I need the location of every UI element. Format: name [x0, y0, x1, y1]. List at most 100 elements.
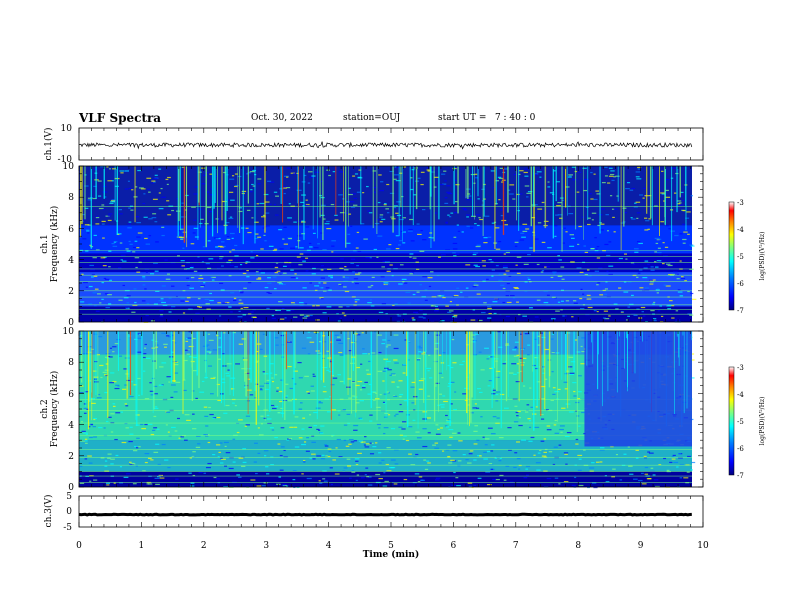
spectrum-speckle	[126, 250, 131, 252]
spectrum-speckle	[213, 237, 219, 239]
spectrum-speckle	[143, 216, 148, 218]
spectrum-speckle	[224, 301, 230, 304]
spectrum-speckle	[210, 276, 213, 278]
spectrum-speckle	[576, 191, 580, 193]
spectrum-speckle	[365, 467, 369, 469]
spectrum-speckle	[282, 238, 285, 240]
spectrum-speckle	[482, 265, 486, 267]
spectrum-speckle	[215, 246, 219, 248]
spectrum-speckle	[173, 391, 178, 393]
spectrum-speckle	[683, 477, 689, 479]
spectrum-speckle	[295, 277, 299, 279]
spectrum-speckle	[92, 426, 96, 428]
spectrum-speckle	[547, 186, 551, 188]
spectrum-speckle	[264, 388, 269, 391]
spectrum-speckle	[277, 281, 282, 284]
spectrum-speckle	[678, 453, 681, 455]
spectrum-speckle	[554, 419, 557, 422]
spectrum-speckle	[279, 248, 284, 250]
spectrum-speckle	[197, 298, 201, 300]
spectrum-speckle	[221, 458, 226, 460]
spectrum-speckle	[373, 191, 376, 193]
spectrum-speckle	[456, 224, 459, 226]
ch1-colorbar-tick-m3: -3	[737, 199, 744, 207]
spectrum-speckle	[307, 392, 311, 394]
spectrum-speckle	[438, 372, 443, 374]
spectrum-speckle	[403, 435, 407, 437]
spectrum-speckle	[434, 310, 439, 312]
spectrum-speckle	[384, 480, 389, 483]
spectrum-speckle	[118, 299, 123, 301]
spectrum-speckle	[563, 315, 568, 317]
spectrum-speckle	[615, 175, 620, 177]
spectrum-speckle	[112, 405, 116, 408]
spectrum-speckle	[299, 253, 304, 255]
spectrum-speckle	[339, 380, 344, 383]
spectrum-speckle	[564, 435, 570, 438]
spectrum-speckle	[418, 309, 423, 311]
spectrum-speckle	[125, 473, 131, 475]
spectrum-speckle	[599, 461, 603, 463]
spectrum-speckle	[513, 421, 519, 423]
spectrum-speckle	[110, 413, 115, 415]
spectrum-speckle	[133, 450, 138, 452]
spectrum-speckle	[153, 451, 159, 453]
spectrum-speckle	[514, 341, 519, 343]
time-tick-label: 6	[451, 541, 457, 551]
spectrum-speckle	[551, 351, 555, 354]
spectrum-speckle	[648, 452, 654, 454]
spectrum-speckle	[612, 468, 616, 470]
spectrum-speckle	[603, 293, 608, 295]
spectrum-speckle	[355, 384, 360, 387]
spectrum-speckle	[427, 277, 433, 279]
spectrum-speckle	[136, 351, 142, 353]
spectrum-speckle	[527, 278, 531, 281]
spectrum-speckle	[663, 200, 666, 202]
spectrum-speckle	[472, 340, 477, 342]
spectrum-speckle	[473, 484, 477, 486]
spectrum-speckle	[231, 237, 234, 240]
spectrum-speckle	[180, 260, 185, 262]
spectrum-speckle	[159, 315, 164, 318]
spectrum-speckle	[657, 251, 662, 254]
spectrum-speckle	[292, 479, 296, 481]
spectrum-speckle	[98, 335, 103, 338]
spectrum-speckle	[222, 302, 227, 304]
spectrum-speckle	[691, 353, 695, 355]
spectrum-speckle	[488, 312, 492, 315]
spectrum-speckle	[158, 300, 164, 302]
spectrum-speckle	[393, 174, 399, 176]
spectrum-speckle	[394, 303, 398, 305]
time-tick-label: 3	[263, 541, 269, 551]
spectrum-speckle	[115, 454, 119, 457]
spectrum-speckle	[203, 282, 206, 284]
ch2-freq-tick-4: 4	[68, 421, 74, 431]
spectrum-speckle	[568, 175, 572, 177]
spectrum-speckle	[267, 282, 272, 284]
spectrum-speckle	[136, 221, 141, 224]
spectrum-speckle	[124, 384, 128, 386]
spectrum-speckle	[136, 447, 139, 449]
spectrum-speckle	[427, 170, 432, 172]
spectrum-speckle	[232, 299, 237, 302]
spectrum-speckle	[418, 388, 423, 390]
spectrum-speckle	[223, 412, 228, 414]
spectrum-speckle	[95, 310, 100, 312]
spectrum-speckle	[87, 455, 92, 457]
spectrum-speckle	[284, 317, 287, 319]
spectrum-speckle	[232, 438, 236, 440]
spectrum-speckle	[133, 384, 137, 386]
spectrum-speckle	[466, 195, 472, 197]
spectrum-speckle	[305, 199, 308, 201]
spectrum-speckle	[587, 269, 590, 271]
spectrum-speckle	[228, 467, 234, 470]
spectrum-speckle	[90, 424, 94, 426]
spectrum-speckle	[155, 290, 160, 292]
spectrum-speckle	[358, 169, 362, 171]
spectrum-speckle	[139, 333, 142, 336]
ch3-ytick-mid: 0	[66, 507, 72, 517]
spectrum-speckle	[152, 198, 158, 200]
spectrum-speckle	[496, 417, 500, 419]
spectrum-speckle	[534, 316, 539, 318]
spectrum-speckle	[329, 359, 332, 361]
